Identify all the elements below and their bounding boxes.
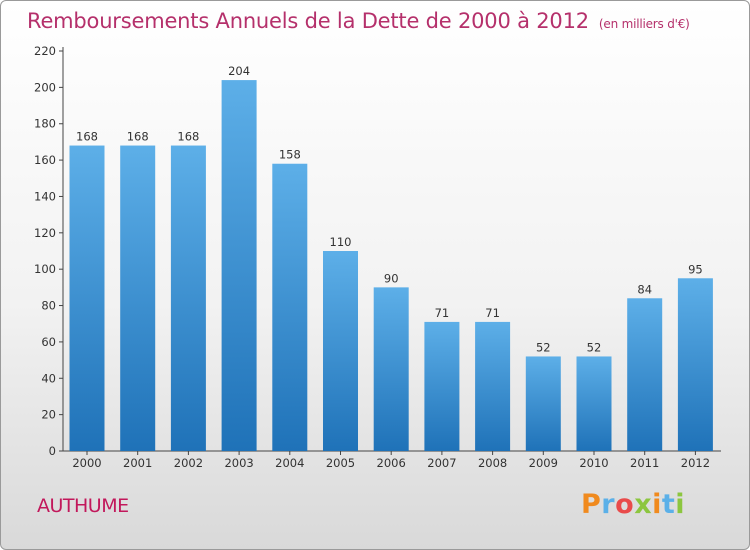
logo-letter: r bbox=[601, 489, 616, 520]
data-label: 52 bbox=[536, 340, 551, 354]
y-tick-label: 80 bbox=[41, 299, 56, 313]
y-tick-label: 20 bbox=[41, 408, 56, 422]
logo-letter: i bbox=[675, 489, 686, 520]
y-tick-label: 140 bbox=[34, 189, 56, 203]
data-label: 158 bbox=[279, 148, 301, 162]
x-tick-label: 2011 bbox=[630, 456, 659, 470]
bar bbox=[170, 145, 206, 451]
logo-letter: t bbox=[661, 489, 676, 520]
chart-unit: (en milliers d'€) bbox=[598, 17, 690, 31]
y-tick-label: 60 bbox=[41, 335, 56, 349]
bar bbox=[677, 278, 713, 451]
logo-letter: o bbox=[615, 489, 635, 520]
x-tick-label: 2010 bbox=[579, 456, 608, 470]
y-tick-label: 100 bbox=[34, 262, 56, 276]
data-label: 71 bbox=[485, 306, 500, 320]
x-tick-label: 2001 bbox=[123, 456, 152, 470]
x-tick-label: 2005 bbox=[326, 456, 355, 470]
bar bbox=[373, 287, 409, 451]
bar bbox=[627, 298, 663, 451]
proxiti-logo: Proxiti bbox=[581, 489, 685, 520]
data-label: 84 bbox=[637, 282, 652, 296]
chart-title: Remboursements Annuels de la Dette de 20… bbox=[27, 9, 589, 33]
data-label: 95 bbox=[688, 262, 703, 276]
chart-title-block: Remboursements Annuels de la Dette de 20… bbox=[27, 9, 690, 33]
data-label: 168 bbox=[127, 130, 149, 144]
commune-name: AUTHUME bbox=[37, 495, 129, 517]
y-tick-label: 40 bbox=[41, 371, 56, 385]
bar bbox=[120, 145, 156, 451]
logo-letter: x bbox=[634, 489, 653, 520]
bar bbox=[221, 80, 257, 451]
x-tick-label: 2000 bbox=[72, 456, 101, 470]
bar bbox=[475, 321, 511, 451]
x-tick-label: 2009 bbox=[529, 456, 558, 470]
x-tick-label: 2012 bbox=[681, 456, 710, 470]
data-label: 204 bbox=[228, 64, 250, 78]
data-label: 168 bbox=[177, 130, 199, 144]
x-tick-label: 2002 bbox=[174, 456, 203, 470]
y-tick-label: 200 bbox=[34, 80, 56, 94]
y-tick-label: 180 bbox=[34, 117, 56, 131]
bar bbox=[69, 145, 105, 451]
x-tick-label: 2006 bbox=[377, 456, 406, 470]
logo-letter: i bbox=[652, 489, 662, 520]
x-tick-label: 2007 bbox=[427, 456, 456, 470]
logo-letter: P bbox=[581, 489, 602, 520]
chart-bars bbox=[69, 80, 713, 451]
x-tick-label: 2004 bbox=[275, 456, 304, 470]
bar bbox=[525, 356, 561, 451]
data-label: 168 bbox=[76, 130, 98, 144]
x-tick-label: 2003 bbox=[224, 456, 253, 470]
data-label: 52 bbox=[587, 340, 602, 354]
bar bbox=[323, 251, 358, 451]
chart-axes: 0 20 40 60 80 100 120 140 160 180 200 220 2000 2001 20… bbox=[34, 44, 721, 470]
y-tick-label: 220 bbox=[34, 44, 56, 58]
y-tick-label: 120 bbox=[34, 226, 56, 240]
chart-labels: 168 168 168 204 158 110 90 71 71 52 52 84 95 bbox=[76, 64, 703, 354]
data-label: 90 bbox=[384, 271, 399, 285]
bar bbox=[576, 356, 612, 451]
bar bbox=[424, 321, 460, 451]
data-label: 110 bbox=[330, 235, 352, 249]
data-label: 71 bbox=[435, 306, 450, 320]
y-tick-label: 160 bbox=[34, 153, 56, 167]
x-tick-label: 2008 bbox=[478, 456, 507, 470]
y-tick-label: 0 bbox=[49, 444, 56, 458]
bar bbox=[272, 163, 308, 451]
